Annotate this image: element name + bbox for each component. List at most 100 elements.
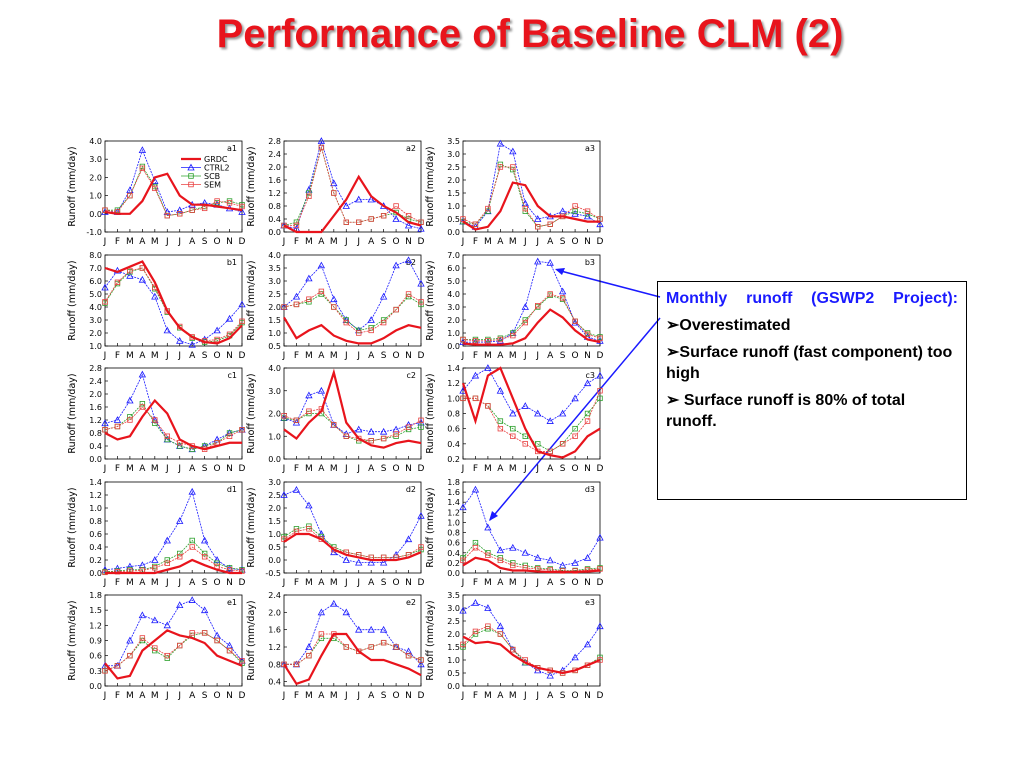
- plot-frame: [462, 481, 601, 574]
- x-tick-label: J: [103, 691, 107, 701]
- x-tick-label: D: [418, 464, 425, 474]
- data-point: [306, 526, 312, 532]
- y-tick-label: 0.0: [268, 228, 281, 237]
- series-line: [283, 525, 422, 558]
- data-point: [330, 599, 338, 607]
- data-point: [126, 271, 134, 279]
- data-point: [497, 425, 504, 432]
- data-point: [597, 335, 603, 341]
- data-point: [535, 441, 541, 447]
- y-tick-label: 1.8: [447, 478, 460, 487]
- y-tick-label: 2.5: [447, 163, 460, 172]
- y-tick-label: 0.5: [268, 543, 281, 552]
- data-point: [343, 319, 349, 326]
- data-point: [460, 395, 466, 402]
- note-item: ➢Overestimated: [666, 317, 791, 334]
- x-tick-label: A: [318, 237, 325, 247]
- data-point: [572, 203, 578, 209]
- data-point: [102, 668, 108, 674]
- note-item: ➢Surface runoff (fast component) too hig…: [666, 344, 953, 382]
- y-tick-label: 1.0: [447, 394, 460, 403]
- x-tick-label: J: [103, 578, 107, 588]
- series-line: [283, 632, 422, 686]
- data-point: [293, 417, 300, 424]
- x-tick-label: D: [418, 351, 425, 361]
- y-tick-label: 1.0: [89, 504, 102, 513]
- data-point: [113, 416, 122, 423]
- data-point: [417, 660, 425, 668]
- data-point: [189, 207, 195, 213]
- x-tick-label: O: [214, 237, 221, 247]
- x-tick-label: F: [473, 464, 478, 474]
- y-tick-label: 4.0: [268, 251, 281, 260]
- y-axis-label: Runoff (mm/day): [425, 260, 436, 340]
- y-axis-label: Runoff (mm/day): [246, 487, 257, 567]
- series-line: [283, 532, 422, 562]
- x-tick-label: S: [381, 237, 387, 247]
- x-tick-label: N: [584, 464, 591, 474]
- data-point: [225, 314, 234, 322]
- data-point: [355, 425, 363, 433]
- x-tick-label: A: [368, 464, 375, 474]
- y-tick-label: 2.0: [89, 329, 102, 338]
- y-tick-label: 3.0: [268, 387, 281, 396]
- data-point: [201, 205, 208, 212]
- data-point: [572, 208, 578, 214]
- x-tick-label: N: [584, 691, 591, 701]
- x-tick-label: N: [405, 237, 412, 247]
- data-point: [496, 622, 505, 630]
- data-point: [521, 303, 529, 310]
- data-point: [393, 306, 399, 313]
- x-tick-label: O: [393, 351, 400, 361]
- data-point: [114, 279, 121, 285]
- data-point: [379, 625, 388, 633]
- data-point: [379, 292, 388, 300]
- data-point: [281, 413, 287, 419]
- data-point: [343, 433, 349, 439]
- y-tick-label: 1.6: [447, 488, 460, 497]
- data-point: [139, 404, 146, 410]
- data-point: [417, 224, 425, 232]
- data-point: [226, 647, 233, 654]
- data-point: [460, 557, 466, 564]
- x-tick-label: J: [344, 578, 348, 588]
- y-tick-label: 0.0: [447, 228, 460, 237]
- y-tick-label: 0.2: [89, 556, 102, 565]
- data-point: [472, 539, 479, 546]
- y-tick-label: 3.0: [447, 303, 460, 312]
- data-point: [355, 558, 363, 566]
- series-line: [104, 267, 243, 343]
- data-point: [152, 645, 158, 651]
- note-heading: Monthly runoff (GSWP2 Project):: [666, 290, 958, 307]
- y-tick-label: 1.2: [268, 189, 281, 198]
- y-tick-label: 2.8: [89, 364, 102, 373]
- data-point: [213, 326, 221, 334]
- y-tick-label: 0.3: [89, 667, 102, 676]
- x-tick-label: M: [330, 237, 338, 247]
- panel-label: a1: [227, 144, 237, 153]
- panel-label: c2: [407, 371, 417, 380]
- x-tick-label: J: [523, 237, 527, 247]
- data-point: [510, 433, 516, 439]
- data-point: [226, 433, 233, 439]
- x-tick-label: A: [189, 691, 196, 701]
- x-tick-label: J: [523, 464, 527, 474]
- x-tick-label: F: [294, 578, 299, 588]
- data-point: [497, 336, 504, 343]
- data-point: [571, 394, 579, 402]
- panel-label: a2: [406, 144, 416, 153]
- data-point: [510, 164, 516, 170]
- data-point: [177, 642, 183, 649]
- series-line: [462, 602, 601, 677]
- x-tick-label: O: [214, 464, 221, 474]
- data-point: [522, 433, 528, 439]
- x-tick-label: M: [305, 691, 313, 701]
- x-tick-label: A: [368, 578, 375, 588]
- y-tick-label: 3.0: [89, 316, 102, 325]
- x-tick-label: A: [368, 237, 375, 247]
- series-line: [462, 142, 601, 228]
- y-tick-label: 0.8: [447, 410, 460, 419]
- data-point: [596, 533, 604, 541]
- y-tick-label: 1.5: [447, 189, 460, 198]
- y-tick-label: -1.0: [86, 228, 102, 237]
